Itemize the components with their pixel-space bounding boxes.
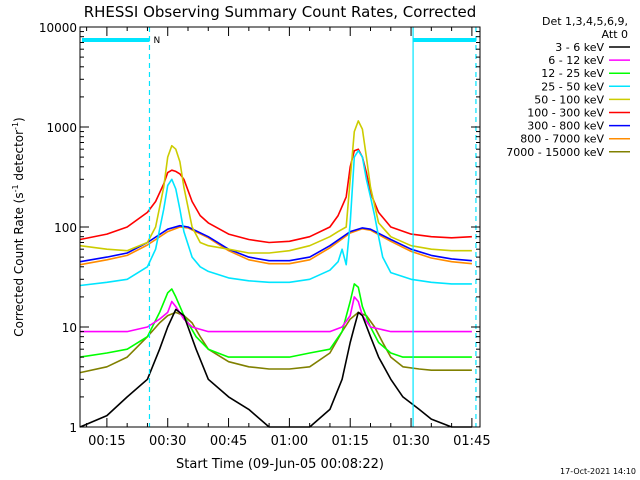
y-axis-label-sup-2: -1: [11, 122, 20, 130]
y-axis-label-sup-1: -1: [11, 184, 20, 192]
vertical-marker-label-0: N: [153, 36, 160, 46]
series-line-4: [79, 120, 472, 254]
x-tick-label-3: 01:00: [271, 434, 308, 449]
legend-label-8: 7000 - 15000 keV: [506, 146, 604, 159]
y-axis: 1 10 100 1000 10000: [39, 21, 480, 435]
x-tick-label-6: 01:45: [453, 434, 490, 449]
series-line-2: [79, 283, 472, 358]
x-tick-label-5: 01:30: [392, 434, 429, 449]
series-line-1: [80, 296, 472, 333]
y-axis-label-end: ): [12, 117, 26, 122]
x-tick-label-1: 00:30: [149, 434, 186, 449]
x-axis-label: Start Time (09-Jun-05 00:08:22): [176, 457, 384, 472]
vertical-markers: N: [82, 27, 477, 427]
legend-label-1: 6 - 12 keV: [548, 54, 604, 67]
series-line-8: [79, 311, 472, 374]
y-tick-label-3: 1000: [46, 121, 77, 135]
footer-date: 17-Oct-2021 14:10: [560, 467, 636, 476]
legend-label-6: 300 - 800 keV: [527, 120, 604, 133]
legend-label-0: 3 - 6 keV: [555, 41, 604, 54]
legend-header-line-1: Det 1,3,4,5,6,9,: [542, 15, 628, 28]
plot-frame: [79, 26, 481, 428]
series-line-3: [80, 149, 472, 287]
y-tick-label-1: 10: [62, 321, 77, 335]
chart-title: RHESSI Observing Summary Count Rates, Co…: [84, 3, 477, 21]
x-tick-label-0: 00:15: [88, 434, 125, 449]
y-axis-label: Corrected Count Rate (s-1 detector-1): [11, 117, 26, 336]
legend-label-2: 12 - 25 keV: [541, 67, 604, 80]
x-axis: 00:15 00:30 00:45 01:00 01:15 01:30 01:45: [86, 27, 491, 449]
y-axis-label-mid: detector: [12, 130, 26, 185]
legend-label-5: 100 - 300 keV: [527, 107, 604, 120]
legend-label-3: 25 - 50 keV: [541, 80, 604, 93]
y-tick-label-0: 1: [69, 421, 77, 435]
y-tick-label-2: 100: [54, 221, 77, 235]
legend-label-7: 800 - 7000 keV: [520, 133, 604, 146]
x-tick-label-2: 00:45: [210, 434, 247, 449]
legend-label-4: 50 - 100 keV: [534, 93, 604, 106]
legend-header-line-2: Att 0: [602, 28, 628, 41]
y-axis-label-main: Corrected Count Rate (s: [12, 192, 26, 336]
x-tick-label-4: 01:15: [331, 434, 368, 449]
y-tick-label-4: 10000: [39, 21, 77, 35]
